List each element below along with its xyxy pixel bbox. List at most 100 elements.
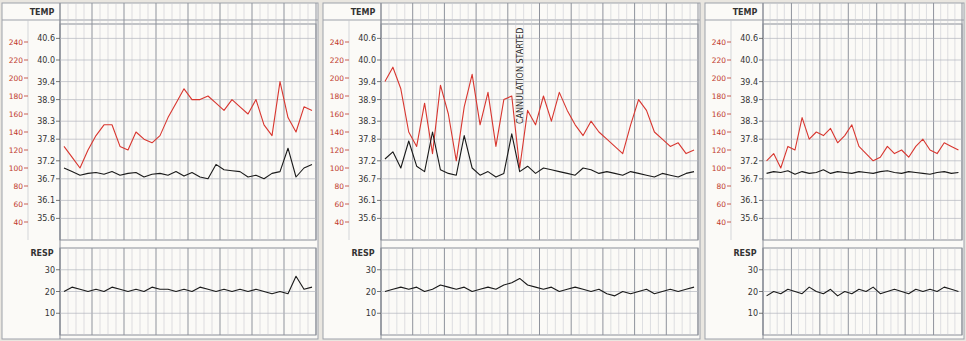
tick-label: 240 xyxy=(330,38,345,47)
tick-label: 60 xyxy=(716,200,726,209)
grid-line xyxy=(381,38,698,39)
tick-label: 36.7 xyxy=(740,175,758,184)
chart: 102030RESP xyxy=(733,248,962,335)
tick-mark xyxy=(377,178,381,179)
grid-line xyxy=(60,160,316,161)
tick-mark xyxy=(24,150,28,151)
series-line xyxy=(64,148,312,179)
series-group xyxy=(385,278,694,295)
series-line xyxy=(385,132,694,177)
tick-label: 30 xyxy=(45,266,55,275)
header-rule xyxy=(705,20,964,21)
tick-label: 40.0 xyxy=(740,56,758,65)
tick-label: 37.2 xyxy=(358,157,376,166)
grid-line xyxy=(60,81,316,82)
tick-label: 40.6 xyxy=(740,34,758,43)
tick-label: 40.0 xyxy=(358,56,376,65)
tick-label: 38.3 xyxy=(358,117,376,126)
tick-mark xyxy=(759,99,763,100)
tick-label: 20 xyxy=(366,288,376,297)
tick-label: 100 xyxy=(712,164,727,173)
grid-line xyxy=(60,200,316,201)
tick-mark xyxy=(56,121,60,122)
grid-line xyxy=(60,139,316,140)
tick-label: 80 xyxy=(716,182,726,191)
tick-mark xyxy=(727,78,731,79)
grid-line xyxy=(381,269,698,270)
grid-line xyxy=(381,139,698,140)
grid-line xyxy=(381,200,698,201)
tick-mark xyxy=(377,139,381,140)
tick-mark xyxy=(759,60,763,61)
tick-label: 39.4 xyxy=(37,78,55,87)
tick-label: 30 xyxy=(748,266,758,275)
tick-mark xyxy=(727,96,731,97)
tick-mark xyxy=(56,218,60,219)
tick-mark xyxy=(377,60,381,61)
chart: 102030RESP xyxy=(30,248,316,335)
tick-label: 39.4 xyxy=(740,78,758,87)
grid-line xyxy=(381,81,698,82)
tick-mark xyxy=(377,269,381,270)
series-line xyxy=(767,287,959,296)
label-column-rule xyxy=(349,20,350,240)
tick-label: 220 xyxy=(712,56,727,65)
tick-mark xyxy=(345,78,349,79)
tick-mark xyxy=(377,38,381,39)
grid-line xyxy=(763,121,962,122)
tick-label: 120 xyxy=(9,146,24,155)
tick-label: 160 xyxy=(330,110,345,119)
series-line xyxy=(64,82,312,168)
grid-line xyxy=(763,313,962,314)
tick-mark xyxy=(377,200,381,201)
tick-label: 80 xyxy=(334,182,344,191)
grid-line xyxy=(60,38,316,39)
series-line xyxy=(385,278,694,295)
tick-mark xyxy=(759,200,763,201)
chart: 35.636.136.737.237.838.338.939.440.040.6… xyxy=(330,3,698,240)
tick-mark xyxy=(727,42,731,43)
grid-line xyxy=(60,218,316,219)
grid-line xyxy=(763,160,962,161)
tick-label: 140 xyxy=(330,128,345,137)
grid-line xyxy=(763,99,962,100)
tick-mark xyxy=(377,121,381,122)
tick-label: 36.1 xyxy=(358,196,376,205)
tick-mark xyxy=(759,38,763,39)
tick-label: 240 xyxy=(9,38,24,47)
tick-mark xyxy=(56,269,60,270)
tick-mark xyxy=(759,81,763,82)
tick-mark xyxy=(377,291,381,292)
tick-label: 38.9 xyxy=(358,96,376,105)
tick-mark xyxy=(345,60,349,61)
tick-mark xyxy=(759,291,763,292)
grid-line xyxy=(763,218,962,219)
tick-mark xyxy=(56,200,60,201)
tick-mark xyxy=(24,168,28,169)
tick-mark xyxy=(727,186,731,187)
sheet xyxy=(2,3,318,339)
tick-label: 100 xyxy=(330,164,345,173)
tick-label: 220 xyxy=(9,56,24,65)
series-line xyxy=(64,276,312,293)
tick-mark xyxy=(759,121,763,122)
tick-label: 35.6 xyxy=(37,214,55,223)
tick-label: 240 xyxy=(712,38,727,47)
tick-label: 38.9 xyxy=(740,96,758,105)
chart: 102030RESP xyxy=(351,248,698,335)
tick-label: 38.9 xyxy=(37,96,55,105)
tick-mark xyxy=(24,60,28,61)
tick-mark xyxy=(377,81,381,82)
tick-label: 60 xyxy=(13,200,23,209)
tick-label: 40.6 xyxy=(37,34,55,43)
tick-label: 40.0 xyxy=(37,56,55,65)
grid-line xyxy=(763,178,962,179)
grid-line xyxy=(60,121,316,122)
tick-label: 160 xyxy=(712,110,727,119)
tick-label: 200 xyxy=(712,74,727,83)
tick-mark xyxy=(24,96,28,97)
grid-line xyxy=(60,178,316,179)
label-column-rule xyxy=(60,3,61,339)
grid-line xyxy=(381,313,698,314)
tick-mark xyxy=(759,313,763,314)
